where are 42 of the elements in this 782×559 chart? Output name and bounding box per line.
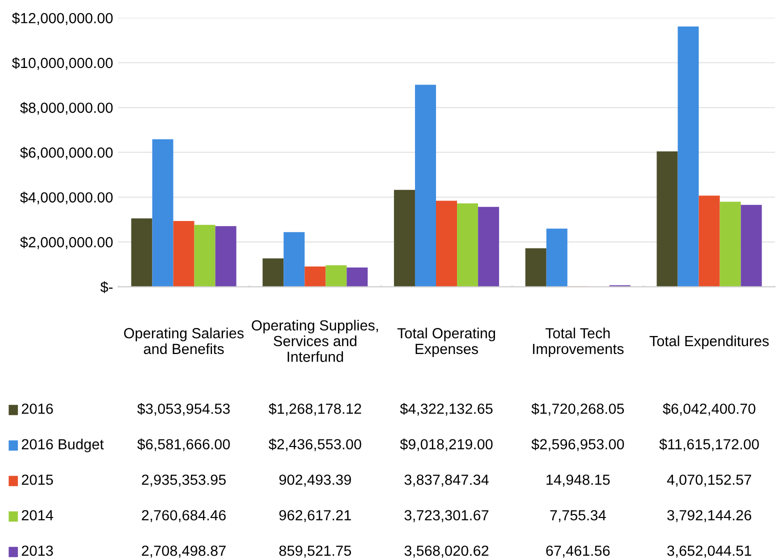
data-label: $2,596,953.00 xyxy=(531,438,624,452)
data-label: 962,617.21 xyxy=(279,510,351,522)
legend-label: 2015 xyxy=(22,474,53,485)
x-tick-label: Operating Supplies, Services and Interfund xyxy=(252,320,378,362)
data-label: 4,070,152.57 xyxy=(667,474,752,487)
data-label: 902,493.39 xyxy=(279,474,351,487)
data-label: $1,720,268.05 xyxy=(531,402,624,416)
legend-label: 2014 xyxy=(22,510,54,520)
data-label: $1,268,178.12 xyxy=(268,402,362,416)
data-label: $4,322,132.65 xyxy=(400,402,493,416)
data-label: $6,581,666.00 xyxy=(137,438,230,452)
legend-label: 2016 xyxy=(22,404,53,414)
data-label: 2,935,353.95 xyxy=(142,474,226,487)
data-label: 7,755.34 xyxy=(550,510,606,522)
data-label: $9,018,219.00 xyxy=(400,438,493,452)
x-tick-label: Total Tech Improvements xyxy=(533,328,624,357)
x-tick-label: Total Expenditures xyxy=(650,336,769,350)
data-label: $3,053,954.53 xyxy=(137,402,230,416)
y-tick-label: $12,000,000.00 xyxy=(12,12,113,26)
data-label: 3,792,144.26 xyxy=(667,510,752,522)
data-label: 859,521.75 xyxy=(279,546,352,558)
y-tick-label: $10,000,000.00 xyxy=(12,57,113,70)
data-label: 3,723,301.67 xyxy=(404,510,488,522)
x-tick-label: Operating Salaries and Benefits xyxy=(124,328,244,354)
data-label: $11,615,172.00 xyxy=(659,438,759,452)
data-label: 2,708,498.87 xyxy=(142,546,226,558)
data-label: 14,948.15 xyxy=(546,474,610,487)
y-tick-label: $6,000,000.00 xyxy=(20,146,113,160)
data-label: $6,042,400.70 xyxy=(662,402,756,416)
data-label: 3,568,020.62 xyxy=(404,546,488,558)
y-tick-label: $8,000,000.00 xyxy=(20,102,113,115)
data-label: 3,837,847.34 xyxy=(404,474,489,487)
data-label: 67,461.56 xyxy=(546,546,610,558)
data-label: $2,436,553.00 xyxy=(268,438,362,452)
legend-label: 2016 Budget xyxy=(22,438,104,452)
data-label: 2,760,684.46 xyxy=(142,510,226,522)
y-tick-label: $4,000,000.00 xyxy=(20,192,113,204)
x-tick-label: Total Operating Expenses xyxy=(397,328,496,357)
y-tick-label: $- xyxy=(100,281,113,294)
y-tick-label: $2,000,000.00 xyxy=(20,236,113,250)
data-label: 3,652,044.51 xyxy=(667,546,752,558)
legend-label: 2013 xyxy=(22,546,53,556)
